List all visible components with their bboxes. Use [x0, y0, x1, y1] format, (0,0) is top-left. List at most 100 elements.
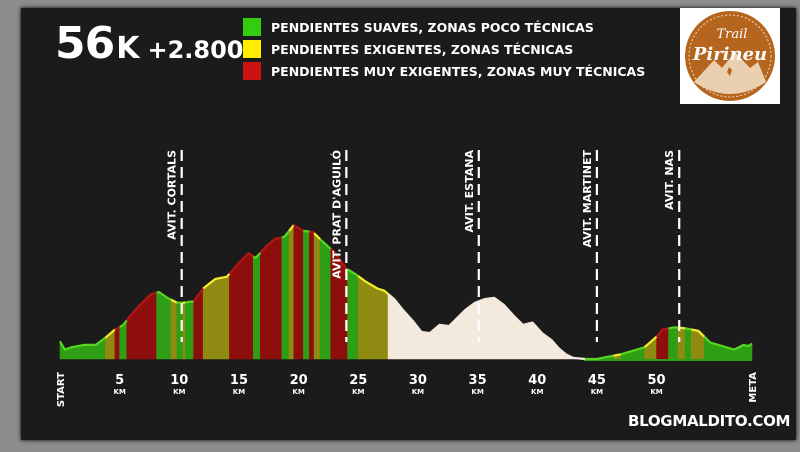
segment-yellow-20 — [313, 232, 321, 360]
segment-edge-9 — [185, 300, 194, 304]
race-distance: 56 — [55, 18, 115, 69]
segment-edge-5 — [156, 290, 172, 301]
aid-station: AVIT. NAS — [663, 150, 681, 342]
segment-green-18 — [303, 230, 310, 360]
x-tick-unit: KM — [233, 388, 245, 396]
x-tick-unit: KM — [173, 388, 185, 396]
aid-station: AVIT. CORTALS — [166, 150, 183, 342]
segment-red-14 — [260, 236, 283, 360]
x-tick-unit: KM — [412, 388, 424, 396]
segment-edge-22 — [330, 248, 349, 271]
legend-item-hard: PENDIENTES EXIGENTES, ZONAS TÉCNICAS — [243, 40, 573, 58]
segment-yellow-24 — [358, 275, 389, 360]
segment-green-13 — [253, 251, 261, 360]
segment-green-15 — [281, 230, 290, 360]
segment-red-2 — [114, 326, 120, 360]
difficulty-segments — [59, 224, 753, 361]
segment-yellow-29 — [644, 336, 657, 360]
legend-label: PENDIENTES EXIGENTES, ZONAS TÉCNICAS — [271, 41, 574, 57]
aid-station-label: AVIT. NAS — [663, 150, 676, 210]
aid-station-label: AVIT. ESTANA — [463, 150, 476, 233]
segment-green-31 — [668, 326, 679, 360]
segment-edge-15 — [281, 230, 290, 239]
x-tick-label: 20 — [290, 373, 308, 388]
legend-swatch-red — [243, 62, 261, 80]
legend-item-easy: PENDIENTES SUAVES, ZONAS POCO TÉCNICAS — [243, 18, 594, 36]
x-tick-label-meta: META — [748, 372, 759, 403]
segment-edge-13 — [252, 251, 262, 259]
x-tick-label: 50 — [648, 373, 666, 388]
segment-edge-25 — [387, 293, 586, 361]
segment-yellow-32 — [677, 327, 686, 360]
segment-edge-14 — [259, 236, 283, 254]
segment-edge-1 — [104, 328, 116, 339]
x-tick-label: 10 — [170, 373, 188, 388]
segment-red-19 — [309, 231, 315, 360]
segment-edge-12 — [228, 252, 254, 275]
segment-edge-11 — [202, 273, 231, 290]
legend-swatch-green — [243, 18, 261, 36]
segment-edge-30 — [655, 327, 669, 338]
x-tick-label: 45 — [588, 373, 606, 388]
segment-red-17 — [293, 224, 304, 360]
x-tick-unit: KM — [471, 388, 483, 396]
segment-green-33 — [684, 327, 692, 360]
segment-edge-16 — [288, 224, 295, 232]
segment-green-9 — [185, 301, 194, 360]
x-tick-label: 40 — [528, 373, 546, 388]
race-headline: 56K +2.800 — [55, 18, 244, 69]
segment-edge-18 — [303, 229, 310, 233]
legend-label: PENDIENTES SUAVES, ZONAS POCO TÉCNICAS — [271, 19, 594, 35]
distance-unit: K — [116, 31, 140, 66]
trail-pirineu-logo: Trail Pirineu — [680, 8, 780, 104]
x-tick-label: 15 — [230, 373, 248, 388]
aid-station: AVIT. MARTINET — [581, 150, 598, 342]
segment-edge-21 — [319, 238, 332, 250]
x-tick-unit: KM — [352, 388, 364, 396]
x-tick-label: 5 — [115, 373, 124, 388]
segment-edge-23 — [346, 268, 359, 277]
base-strip — [583, 359, 752, 361]
segment-edge-26 — [585, 354, 614, 361]
segment-yellow-8 — [182, 302, 186, 360]
segment-edge-17 — [293, 224, 304, 232]
segment-green-5 — [156, 291, 172, 360]
legend-label: PENDIENTES MUY EXIGENTES, ZONAS MUY TÉCN… — [271, 63, 646, 79]
profile-card — [21, 8, 796, 440]
x-tick-unit: KM — [113, 388, 125, 396]
segment-yellow-6 — [170, 299, 178, 360]
segment-edge-31 — [668, 326, 679, 330]
segment-edge-27 — [613, 353, 622, 357]
segment-edge-35 — [703, 335, 753, 351]
x-axis: START 5KM10KM15KM20KM25KM30KM35KM40KM45KM… — [56, 372, 759, 407]
segment-edge-3 — [119, 319, 128, 328]
segment-green-21 — [319, 238, 332, 360]
segment-edge-33 — [685, 327, 692, 331]
segment-green-23 — [347, 268, 359, 360]
segment-yellow-16 — [288, 224, 295, 360]
x-tick-unit: KM — [292, 388, 304, 396]
segment-edge-2 — [114, 325, 121, 331]
x-tick-label: 30 — [409, 373, 427, 388]
site-credit: BLOGMALDITO.COM — [628, 412, 791, 430]
aid-station-label: AVIT. CORTALS — [166, 150, 179, 240]
logo-text-pirineu: Pirineu — [692, 44, 767, 65]
segment-edge-19 — [309, 230, 315, 235]
logo-text-trail: Trail — [717, 27, 748, 42]
legend-item-very-hard: PENDIENTES MUY EXIGENTES, ZONAS MUY TÉCN… — [243, 62, 645, 80]
aid-station-label: AVIT. MARTINET — [581, 150, 594, 248]
elevation-gain: +2.800 — [147, 36, 244, 64]
segment-edge-28 — [620, 346, 645, 356]
segment-edge-4 — [125, 291, 157, 322]
legend-swatch-yellow — [243, 40, 261, 58]
aid-station: AVIT. ESTANA — [463, 150, 480, 342]
aid-stations: AVIT. CORTALS AVIT. PRAT D'AGUILÓ AVIT. ES… — [166, 150, 681, 342]
aid-station: AVIT. PRAT D'AGUILÓ — [330, 150, 348, 342]
x-tick-unit: KM — [650, 388, 662, 396]
x-tick-unit: KM — [531, 388, 543, 396]
segment-edge-6 — [170, 298, 178, 304]
x-tick-label-start: START — [56, 372, 67, 407]
x-tick-unit: KM — [591, 388, 603, 396]
logo-badge-icon: Trail Pirineu — [685, 11, 775, 101]
